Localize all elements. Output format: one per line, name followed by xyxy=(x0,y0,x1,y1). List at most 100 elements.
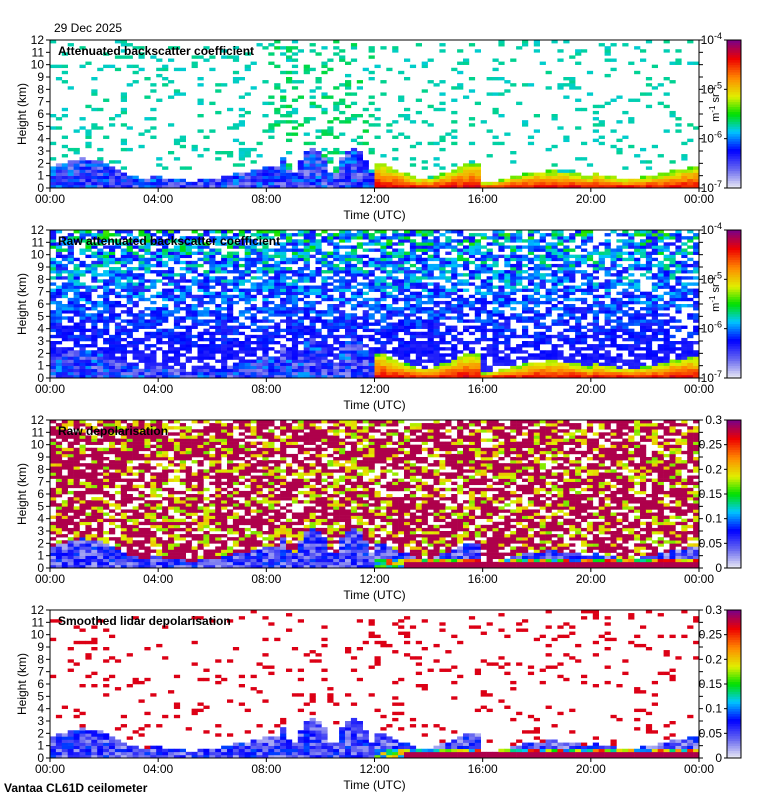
heatmap-cell xyxy=(350,160,358,164)
heatmap-cell xyxy=(563,40,570,44)
heatmap-cell xyxy=(392,178,399,183)
heatmap-cell xyxy=(150,331,157,336)
heatmap-cell xyxy=(73,172,80,176)
heatmap-cell xyxy=(286,257,293,262)
heatmap-cell xyxy=(339,101,346,106)
heatmap-cell xyxy=(274,248,281,252)
heatmap-cell xyxy=(191,147,198,152)
heatmap-cell xyxy=(73,374,80,379)
heatmap-cell xyxy=(374,163,381,167)
heatmap-cell xyxy=(645,83,653,87)
heatmap-cell xyxy=(421,371,428,376)
heatmap-cell xyxy=(280,70,287,75)
heatmap-cell xyxy=(533,313,540,317)
heatmap-cell xyxy=(286,319,293,323)
heatmap-cell xyxy=(451,86,458,90)
heatmap-cell xyxy=(327,362,334,366)
heatmap-cell xyxy=(114,356,122,360)
heatmap-cell xyxy=(303,151,310,155)
heatmap-cell xyxy=(168,230,175,234)
heatmap-cell xyxy=(109,251,116,255)
heatmap-cell xyxy=(433,313,440,317)
heatmap-cell xyxy=(262,310,269,314)
heatmap-cell xyxy=(303,273,310,277)
heatmap-cell xyxy=(616,248,623,252)
heatmap-cell xyxy=(356,341,363,345)
heatmap-cell xyxy=(79,163,86,167)
heatmap-cell xyxy=(67,43,74,47)
heatmap-cell xyxy=(492,257,499,262)
heatmap-cell xyxy=(557,58,564,62)
heatmap-cell xyxy=(504,362,511,366)
heatmap-cell xyxy=(386,245,393,249)
heatmap-cell xyxy=(179,254,186,259)
heatmap-cell xyxy=(451,110,458,115)
heatmap-cell xyxy=(598,294,605,299)
heatmap-cell xyxy=(492,331,499,336)
heatmap-cell xyxy=(687,40,694,44)
heatmap-cell xyxy=(244,368,251,373)
heatmap-cell xyxy=(480,319,487,323)
heatmap-cell xyxy=(227,242,234,246)
heatmap-cell xyxy=(492,92,499,96)
heatmap-cell xyxy=(634,337,641,342)
heatmap-cell xyxy=(651,184,658,189)
heatmap-cell xyxy=(380,172,387,176)
heatmap-cell xyxy=(681,172,688,176)
heatmap-cell xyxy=(533,263,540,268)
heatmap-cell xyxy=(421,120,428,124)
heatmap-cell xyxy=(604,344,611,348)
heatmap-cell xyxy=(291,184,299,189)
heatmap-cell xyxy=(575,334,582,339)
heatmap-cell xyxy=(350,331,358,336)
heatmap-cell xyxy=(539,368,546,373)
heatmap-cell xyxy=(156,236,163,240)
heatmap-cell xyxy=(197,297,204,302)
heatmap-cell xyxy=(97,163,104,167)
heatmap-cell xyxy=(173,307,181,311)
heatmap-cell xyxy=(628,254,635,259)
heatmap-cell xyxy=(203,307,210,311)
heatmap-cell xyxy=(85,316,92,320)
heatmap-cell xyxy=(628,267,635,271)
heatmap-cell xyxy=(61,276,68,280)
heatmap-cell xyxy=(221,297,228,302)
heatmap-cell xyxy=(250,61,257,65)
heatmap-cell xyxy=(67,337,74,342)
heatmap-cell xyxy=(427,181,434,186)
heatmap-cell xyxy=(498,310,505,314)
heatmap-cell xyxy=(209,260,216,265)
heatmap-cell xyxy=(522,316,529,320)
heatmap-cell xyxy=(539,273,546,277)
heatmap-cell xyxy=(539,316,546,320)
heatmap-cell xyxy=(404,304,411,308)
heatmap-cell xyxy=(73,322,80,326)
heatmap-cell xyxy=(309,178,316,183)
heatmap-cell xyxy=(392,322,399,326)
heatmap-cell xyxy=(640,325,647,329)
heatmap-cell xyxy=(533,288,540,292)
heatmap-cell xyxy=(563,263,570,268)
heatmap-cell xyxy=(173,374,181,379)
heatmap-cell xyxy=(392,362,399,366)
heatmap-cell xyxy=(368,184,375,189)
heatmap-cell xyxy=(97,166,104,170)
heatmap-cell xyxy=(569,359,576,363)
heatmap-cell xyxy=(551,368,558,373)
heatmap-cell xyxy=(504,353,511,357)
heatmap-cell xyxy=(179,178,186,183)
heatmap-cell xyxy=(120,178,127,183)
heatmap-cell xyxy=(339,291,346,296)
heatmap-cell xyxy=(327,297,334,302)
heatmap-cell xyxy=(468,374,476,379)
heatmap-cell xyxy=(604,267,611,271)
heatmap-cell xyxy=(409,282,417,286)
heatmap-cell xyxy=(339,341,346,345)
heatmap-cell xyxy=(126,267,133,271)
heatmap-cell xyxy=(339,166,346,170)
heatmap-cell xyxy=(221,371,228,376)
heatmap-cell xyxy=(492,359,499,363)
heatmap-cell xyxy=(510,279,517,283)
heatmap-cell xyxy=(356,374,363,379)
heatmap-cell xyxy=(156,337,163,342)
